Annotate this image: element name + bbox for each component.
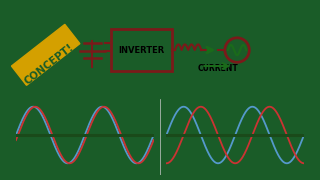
Text: CURRENT: CURRENT	[198, 64, 239, 73]
Text: INVERTER: INVERTER	[118, 46, 165, 55]
Bar	[111, 29, 172, 71]
Text: CONCEPT!: CONCEPT!	[22, 42, 76, 87]
FancyBboxPatch shape	[12, 24, 80, 85]
